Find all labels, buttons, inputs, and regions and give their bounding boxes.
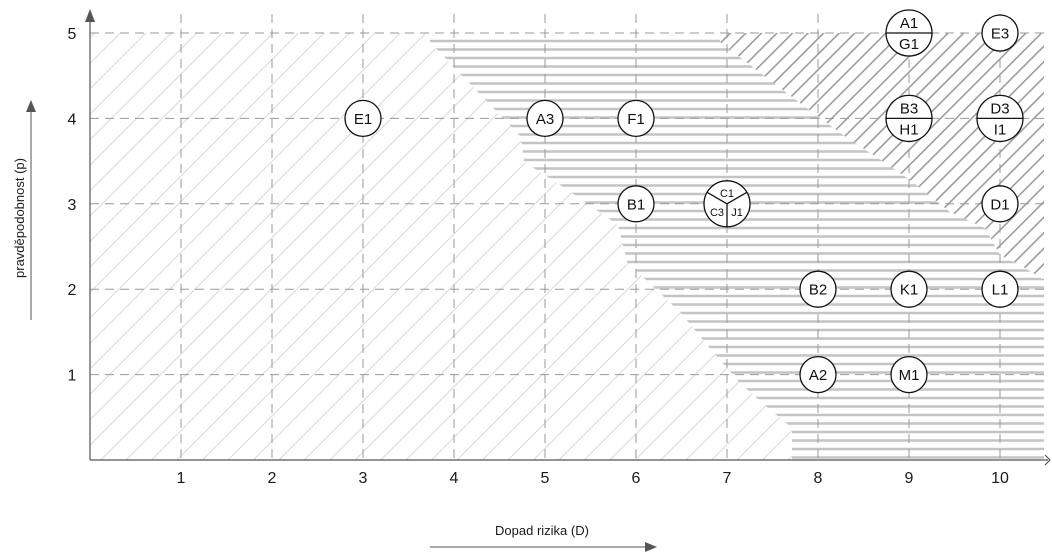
point-label: I1 — [994, 121, 1007, 138]
risk-point-b2: B2 — [799, 270, 837, 308]
x-tick-label: 10 — [991, 470, 1009, 487]
risk-point-e3: E3 — [981, 14, 1019, 52]
point-label: A3 — [536, 111, 554, 128]
point-label: A2 — [809, 367, 827, 384]
y-tick-label: 2 — [68, 282, 77, 299]
risk-point-m1: M1 — [890, 355, 928, 394]
low-risk-zone — [90, 33, 792, 460]
y-tick-label: 5 — [68, 26, 77, 43]
x-tick-label: 9 — [905, 470, 914, 487]
point-marker — [890, 355, 928, 394]
y-tick-label: 4 — [68, 111, 77, 128]
point-label: H1 — [899, 121, 918, 138]
risk-point-c1-c3-j1: C1 C3 J1 — [703, 180, 751, 228]
risk-point-b1: B1 — [617, 185, 655, 223]
point-label: J1 — [731, 207, 743, 219]
x-tick-label: 2 — [268, 470, 277, 487]
risk-point-a3: A3 — [526, 99, 564, 138]
point-label: B2 — [809, 282, 827, 299]
x-tick-label: 1 — [177, 470, 186, 487]
point-marker — [344, 99, 382, 138]
point-label: F1 — [627, 111, 645, 128]
x-axis-arrowhead — [1044, 454, 1051, 466]
y-tick-label: 3 — [68, 197, 77, 214]
point-label: B1 — [627, 196, 645, 213]
point-marker — [890, 270, 928, 308]
point-marker — [617, 185, 655, 223]
point-marker — [617, 99, 655, 138]
point-marker — [981, 185, 1019, 223]
point-label: D3 — [990, 100, 1009, 117]
risk-point-f1: F1 — [617, 99, 655, 138]
y-axis-title-arrow — [26, 100, 36, 320]
risk-point-e1: E1 — [344, 99, 382, 138]
point-label: E3 — [991, 26, 1009, 43]
point-marker — [526, 99, 564, 138]
y-axis-title: pravděpodobnost (p) — [12, 158, 27, 278]
y-tick-label: 1 — [68, 368, 77, 385]
grid-lines — [90, 14, 1044, 460]
x-tick-label: 5 — [541, 470, 550, 487]
x-tick-label: 6 — [632, 470, 641, 487]
tick-labels: 1 2 3 4 5 6 7 8 9 10 1 2 3 4 5 — [68, 26, 1009, 487]
x-tick-label: 4 — [450, 470, 459, 487]
point-divider — [706, 191, 748, 227]
point-label: G1 — [899, 36, 919, 53]
risk-point-d1: D1 — [981, 185, 1019, 223]
risk-point-l1: L1 — [981, 270, 1019, 308]
point-marker — [799, 355, 837, 394]
y-axis-arrowhead — [85, 9, 95, 22]
high-risk-zone — [720, 33, 1044, 280]
point-label: A1 — [900, 15, 918, 32]
x-tick-label: 8 — [814, 470, 823, 487]
axes — [85, 9, 1051, 466]
point-label: L1 — [992, 282, 1009, 299]
risk-point-k1: K1 — [890, 270, 928, 308]
point-label: E1 — [354, 111, 372, 128]
risk-point-a2: A2 — [799, 355, 837, 394]
point-marker — [981, 14, 1019, 52]
x-axis-title: Dopad rizika (D) — [495, 523, 589, 538]
x-axis-title-arrow — [430, 542, 657, 552]
point-label: K1 — [900, 282, 918, 299]
point-marker — [981, 270, 1019, 308]
point-label: C1 — [720, 188, 734, 200]
x-tick-label: 7 — [723, 470, 732, 487]
point-label: C3 — [710, 207, 724, 219]
x-tick-label: 3 — [359, 470, 368, 487]
point-label: D1 — [990, 196, 1009, 213]
point-marker — [799, 270, 837, 308]
point-label: B3 — [900, 100, 918, 117]
point-label: M1 — [899, 367, 920, 384]
